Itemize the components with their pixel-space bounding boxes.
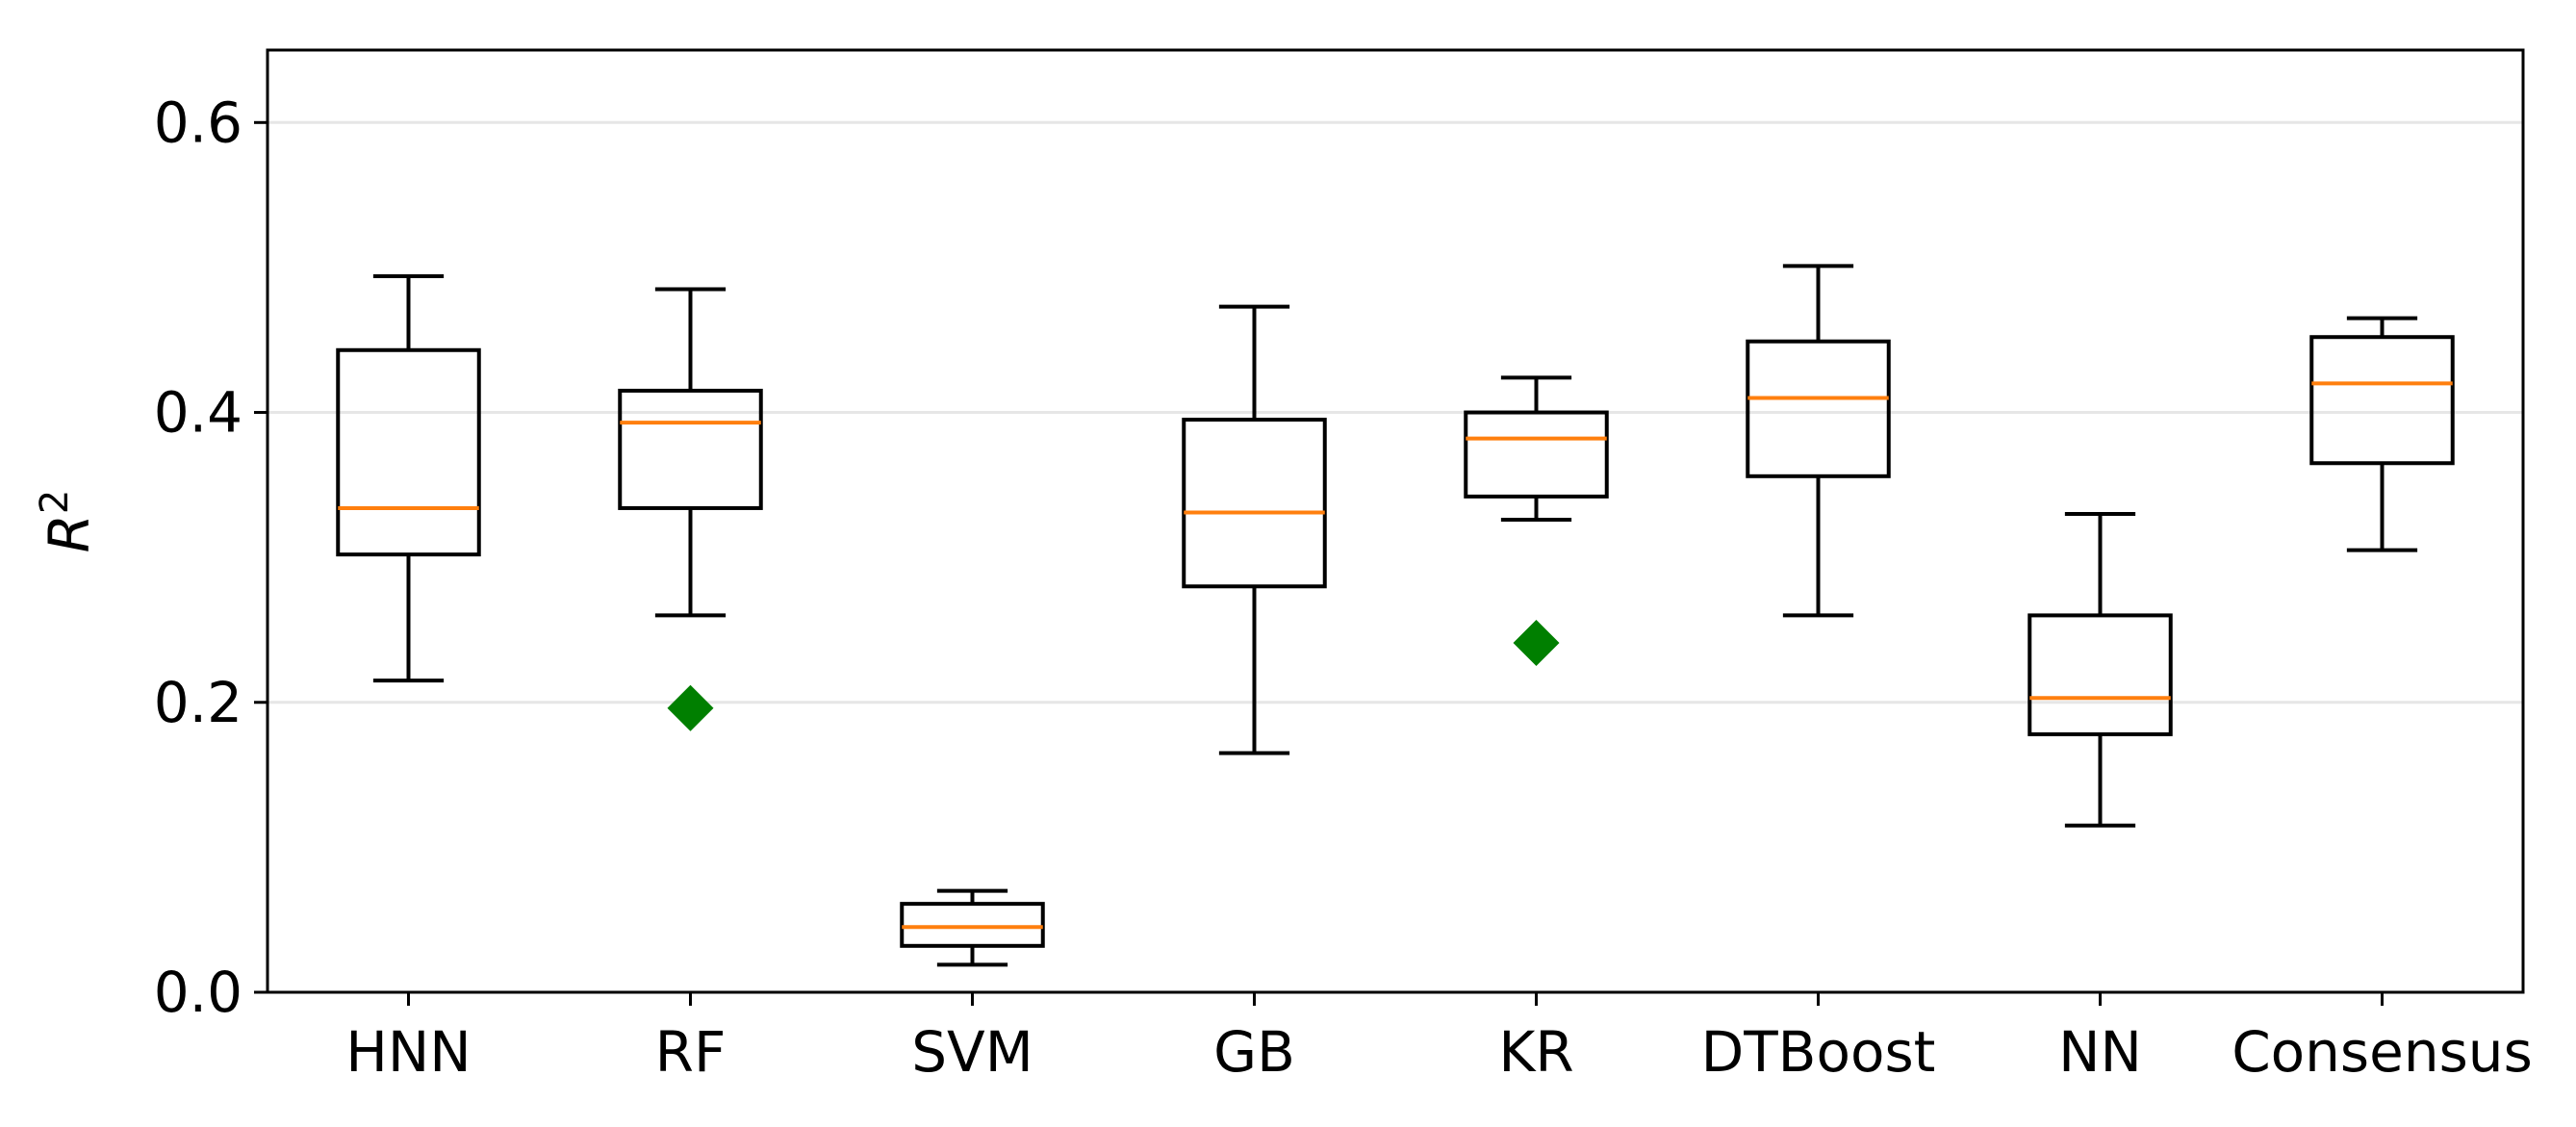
outliers <box>667 620 1560 731</box>
box-consensus <box>2309 316 2455 552</box>
boxes <box>336 264 2455 967</box>
y-tick-label: 0.0 <box>154 960 242 1025</box>
y-axis-label: R2 <box>33 490 102 553</box>
box-dtboost <box>1746 264 1891 618</box>
box-gb <box>1182 304 1327 756</box>
x-tick-label: RF <box>655 1019 727 1085</box>
x-tick-label: GB <box>1213 1019 1295 1085</box>
y-axis: 0.0 0.2 0.4 0.6 <box>154 90 268 1025</box>
x-tick-label: DTBoost <box>1701 1019 1936 1085</box>
iqr-box <box>336 347 481 557</box>
y-tick-label: 0.6 <box>154 90 242 155</box>
x-tick-label: HNN <box>345 1019 471 1085</box>
x-tick-label: SVM <box>911 1019 1033 1085</box>
box-nn <box>2028 511 2173 828</box>
box-hnn <box>336 273 481 683</box>
grid-lines <box>268 120 2523 704</box>
iqr-box <box>900 902 1045 948</box>
y-axis-label-superscript: 2 <box>33 490 77 514</box>
x-axis: HNN RF SVM GB KR DTBoost NN Consensus <box>345 992 2533 1085</box>
x-tick-label: NN <box>2058 1019 2142 1085</box>
iqr-box <box>618 388 763 510</box>
x-tick-label: Consensus <box>2232 1019 2533 1085</box>
y-tick-label: 0.4 <box>154 380 242 446</box>
iqr-box <box>1746 339 1891 478</box>
box-kr <box>1464 375 1609 522</box>
x-tick-label: KR <box>1498 1019 1573 1085</box>
iqr-box <box>2309 335 2455 466</box>
iqr-box <box>1464 410 1609 499</box>
outlier-point <box>667 684 714 731</box>
y-axis-label-main: R <box>37 514 102 552</box>
iqr-box <box>1182 418 1327 589</box>
plot-frame <box>266 48 2525 994</box>
box-rf <box>618 287 763 618</box>
outlier-point <box>1513 620 1560 667</box>
box-svm <box>900 888 1045 967</box>
y-tick-label: 0.2 <box>154 670 242 735</box>
iqr-box <box>2028 613 2173 736</box>
